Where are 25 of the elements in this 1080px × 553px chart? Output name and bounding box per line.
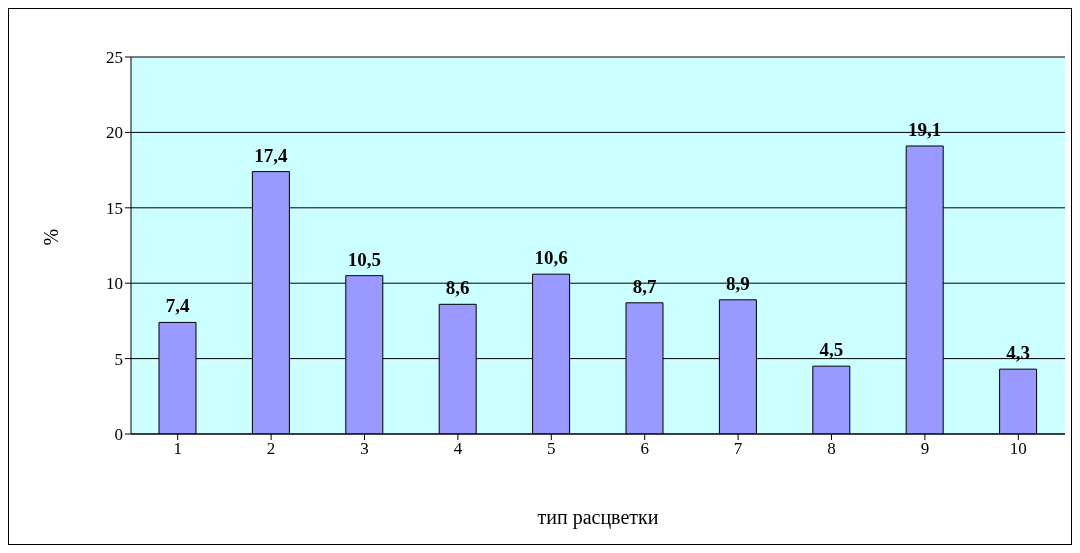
- data-label: 4,5: [819, 339, 844, 361]
- x-tick-label: 9: [920, 439, 930, 459]
- data-label: 8,6: [445, 277, 470, 299]
- data-label: 10,6: [534, 247, 568, 269]
- data-label: 4,3: [1006, 342, 1030, 364]
- y-tick-label: 25: [106, 48, 123, 68]
- y-axis-title: %: [40, 228, 63, 246]
- x-tick-label: 1: [173, 439, 182, 459]
- x-tick-label: 4: [453, 439, 463, 459]
- x-tick-label: 6: [640, 439, 649, 459]
- y-tick-label: 20: [106, 123, 123, 143]
- x-tick-label: 7: [733, 439, 743, 459]
- y-tick-label: 5: [114, 349, 123, 369]
- x-tick-label: 2: [266, 439, 276, 459]
- x-tick-label: 5: [547, 439, 556, 459]
- x-axis-title: тип расцветки: [537, 506, 659, 529]
- data-label: 17,4: [254, 144, 289, 166]
- x-tick-label: 3: [360, 439, 369, 459]
- data-label: 7,4: [165, 295, 190, 317]
- x-tick-label: 10: [1009, 439, 1027, 459]
- y-tick-label: 15: [106, 198, 123, 218]
- y-tick-label: 0: [114, 425, 123, 445]
- data-label: 10,5: [347, 248, 381, 270]
- y-tick-label: 10: [106, 274, 123, 294]
- x-tick-label: 8: [827, 439, 836, 459]
